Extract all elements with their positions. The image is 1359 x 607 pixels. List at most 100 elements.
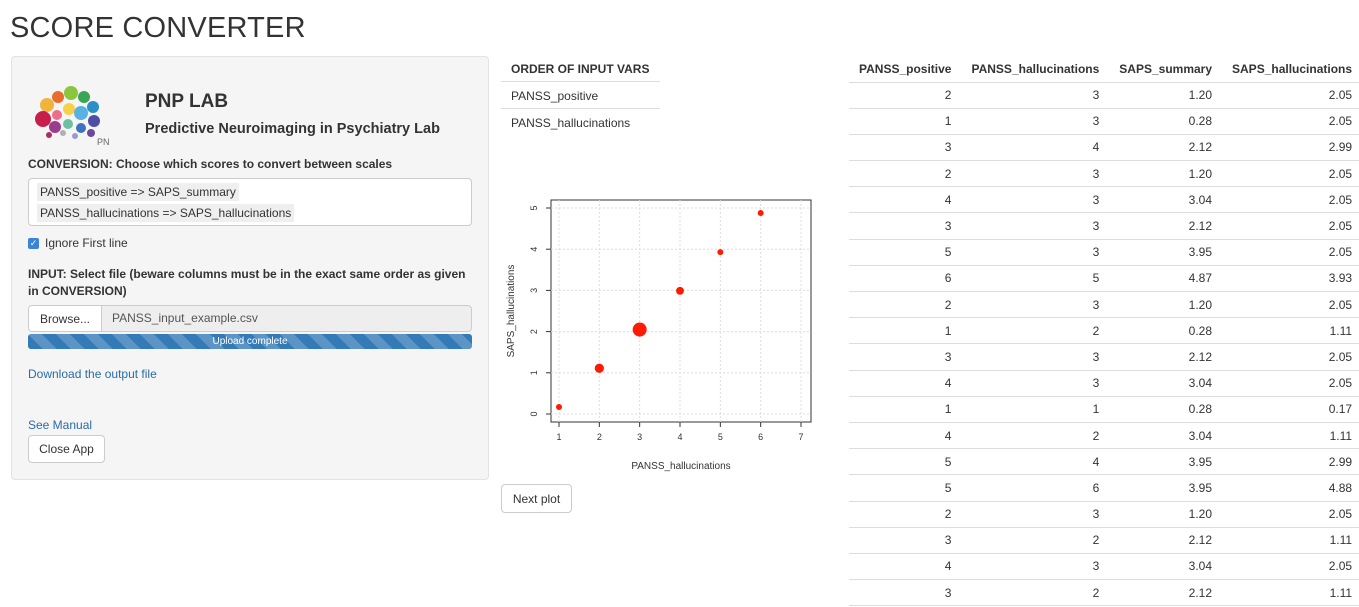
- sidebar-panel: PNP PNP LAB Predictive Neuroimaging in P…: [11, 56, 489, 480]
- download-output-link[interactable]: Download the output file: [28, 367, 157, 381]
- table-cell: 2: [849, 160, 962, 188]
- table-cell: 3.95: [1109, 448, 1223, 476]
- table-cell: 2.05: [1222, 291, 1359, 319]
- order-table-header: ORDER OF INPUT VARS: [501, 56, 660, 82]
- table-cell: 2.05: [1222, 108, 1359, 135]
- table-row: 3 3 2.12 2.05: [849, 212, 1359, 240]
- table-cell: 3: [961, 186, 1110, 214]
- table-cell: 3.95: [1109, 239, 1223, 266]
- table-row: 6 5 4.87 3.93: [849, 265, 1359, 293]
- table-cell: 4: [961, 134, 1110, 162]
- table-cell: 1.11: [1222, 579, 1359, 607]
- table-cell: 2: [961, 527, 1110, 554]
- table-cell: 3.04: [1109, 422, 1223, 450]
- table-cell: 4: [849, 370, 962, 397]
- table-row: 3 3 2.12 2.05: [849, 343, 1359, 371]
- table-cell: 1: [849, 317, 962, 345]
- table-cell: 2.05: [1222, 160, 1359, 188]
- order-cell: PANSS_positive: [501, 81, 660, 109]
- table-cell: 2.12: [1109, 579, 1223, 607]
- table-cell: 3: [849, 343, 962, 371]
- table-cell: 4.87: [1109, 265, 1223, 293]
- data-table: PANSS_positive PANSS_hallucinations SAPS_s…: [849, 56, 1359, 607]
- scatter-point: [556, 403, 562, 410]
- table-cell: 0.28: [1109, 317, 1223, 345]
- table-cell: 1.11: [1222, 527, 1359, 554]
- table-row: 4 3 3.04 2.05: [849, 553, 1359, 581]
- table-cell: 2.12: [1109, 343, 1223, 371]
- input-label: INPUT: Select file (beware columns must …: [28, 267, 466, 298]
- table-cell: 1.11: [1222, 422, 1359, 450]
- table-row: 1 1 0.28 0.17: [849, 396, 1359, 423]
- conversion-item[interactable]: PANSS_positive => SAPS_summary: [37, 183, 239, 201]
- table-cell: 3: [849, 527, 962, 554]
- order-cell: PANSS_hallucinations: [511, 115, 631, 130]
- x-tick-label: 1: [556, 432, 561, 442]
- table-cell: 4: [961, 448, 1110, 476]
- table-cell: 1.20: [1109, 501, 1223, 528]
- table-cell: 2.05: [1222, 239, 1359, 266]
- table-cell: 2.05: [1222, 501, 1359, 528]
- table-row: 5 6 3.95 4.88: [849, 474, 1359, 502]
- table-row: 2 3 1.20 2.05: [849, 82, 1359, 109]
- table-cell: 3: [849, 134, 962, 162]
- table-cell: 3: [849, 212, 962, 240]
- lab-subtitle: Predictive Neuroimaging in Psychiatry La…: [145, 121, 440, 137]
- table-row: 3 2 2.12 1.11: [849, 527, 1359, 554]
- x-tick-label: 3: [637, 432, 642, 442]
- table-cell: 2.99: [1222, 134, 1359, 162]
- close-app-button[interactable]: Close App: [28, 435, 105, 463]
- x-tick-label: 4: [677, 432, 682, 442]
- scatter-point: [717, 249, 724, 256]
- table-row: 5 4 3.95 2.99: [849, 448, 1359, 476]
- table-row: 2 3 1.20 2.05: [849, 501, 1359, 528]
- order-table: ORDER OF INPUT VARS PANSS_positive PANSS…: [501, 56, 660, 136]
- column-header: PANSS_positive: [849, 56, 962, 83]
- browse-button[interactable]: Browse...: [28, 305, 102, 332]
- table-cell: 1.20: [1109, 82, 1223, 109]
- table-cell: 2: [961, 317, 1110, 345]
- table-cell: 3.04: [1109, 553, 1223, 581]
- ignore-first-line-checkbox[interactable]: ✓ Ignore First line: [28, 236, 128, 250]
- table-cell: 5: [961, 265, 1110, 293]
- y-tick-label: 5: [529, 205, 539, 210]
- table-row: 5 3 3.95 2.05: [849, 239, 1359, 266]
- table-cell: 2.12: [1109, 212, 1223, 240]
- x-tick-label: 5: [718, 432, 723, 442]
- table-cell: 2.05: [1222, 370, 1359, 397]
- table-row: 4 2 3.04 1.11: [849, 422, 1359, 450]
- checkbox-check-icon[interactable]: ✓: [28, 237, 39, 249]
- table-cell: 0.28: [1109, 108, 1223, 135]
- table-cell: 1: [849, 396, 962, 423]
- table-cell: 3.93: [1222, 265, 1359, 293]
- table-cell: 3: [961, 343, 1110, 371]
- table-cell: 1.20: [1109, 160, 1223, 188]
- see-manual-link[interactable]: See Manual: [28, 418, 93, 432]
- table-cell: 0.17: [1222, 396, 1359, 423]
- table-row: 2 3 1.20 2.05: [849, 160, 1359, 188]
- table-row: PANSS_positive: [501, 81, 660, 109]
- table-row: 1 3 0.28 2.05: [849, 108, 1359, 135]
- table-cell: 2: [961, 579, 1110, 607]
- x-tick-label: 6: [758, 432, 763, 442]
- table-cell: 3: [961, 370, 1110, 397]
- table-cell: 3: [961, 108, 1110, 135]
- conversion-item[interactable]: PANSS_hallucinations => SAPS_hallucinati…: [37, 204, 295, 222]
- table-cell: 2: [849, 501, 962, 528]
- lab-name: PNP LAB: [145, 91, 229, 112]
- file-name-field: PANSS_input_example.csv: [101, 305, 472, 332]
- table-cell: 3: [961, 82, 1110, 109]
- table-row: 3 4 2.12 2.99: [849, 134, 1359, 162]
- upload-progress-bar: Upload complete: [28, 334, 472, 349]
- y-tick-label: 0: [529, 411, 539, 416]
- next-plot-button[interactable]: Next plot: [501, 484, 572, 513]
- table-cell: 6: [849, 265, 962, 293]
- y-tick-label: 3: [529, 288, 539, 293]
- table-cell: 6: [961, 474, 1110, 502]
- scatter-point: [676, 286, 684, 295]
- table-cell: 2.05: [1222, 553, 1359, 581]
- plot-frame: [550, 199, 812, 423]
- conversion-select[interactable]: PANSS_positive => SAPS_summary PANSS_hal…: [28, 178, 472, 226]
- scatter-point: [594, 363, 604, 373]
- logo-text: PNP: [97, 137, 109, 147]
